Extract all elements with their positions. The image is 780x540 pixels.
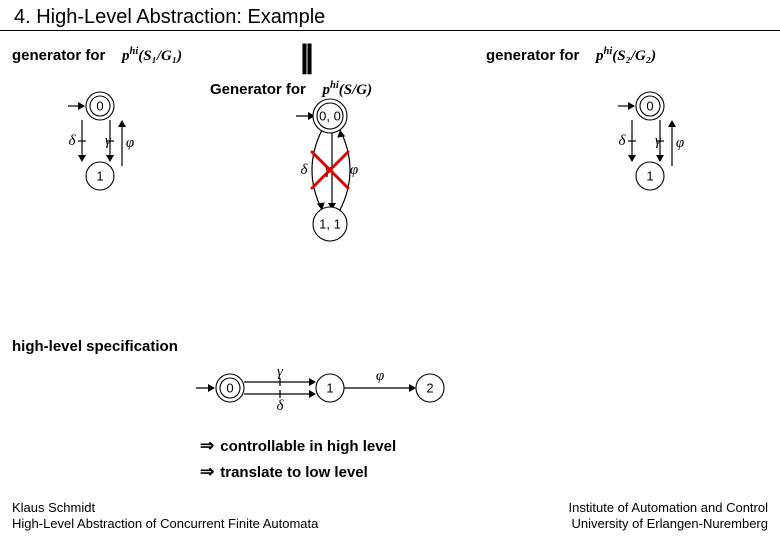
math-phi-right: phi(S₂/G₂)	[596, 48, 656, 64]
svg-text:2: 2	[426, 381, 433, 396]
svg-text:δ: δ	[619, 133, 627, 149]
svg-text:1: 1	[646, 169, 653, 184]
svg-text:δ: δ	[69, 133, 77, 149]
svg-text:0: 0	[646, 99, 653, 114]
svg-text:φ: φ	[376, 368, 384, 384]
automaton-left: δγφ01	[50, 86, 160, 206]
svg-text:δ: δ	[301, 162, 309, 178]
generator-right-label: generator for phi(S₂/G₂)	[486, 46, 656, 65]
automaton-right: δγφ01	[600, 86, 710, 206]
svg-text:φ: φ	[350, 162, 358, 178]
automaton-spec: γ δ φ 0 1 2	[210, 358, 470, 418]
footer-left: Klaus Schmidt High-Level Abstraction of …	[12, 500, 318, 533]
svg-text:0, 0: 0, 0	[319, 109, 341, 124]
implies-arrow-icon: ⇒	[200, 436, 214, 455]
title-divider	[0, 30, 780, 31]
svg-text:1: 1	[326, 381, 333, 396]
svg-text:1: 1	[96, 169, 103, 184]
page-title: 4. High-Level Abstraction: Example	[14, 6, 325, 29]
svg-text:φ: φ	[126, 135, 134, 151]
svg-text:δ: δ	[277, 398, 285, 414]
svg-text:0: 0	[226, 381, 233, 396]
implies-arrow-icon: ⇒	[200, 462, 214, 481]
svg-text:0: 0	[96, 99, 103, 114]
parallel-symbol: ||	[300, 38, 310, 75]
automaton-center: δγφ0, 01, 1	[280, 96, 400, 266]
generator-left-label: generator for phi(S₁/G₁)	[12, 46, 182, 65]
math-phi-left: phi(S₁/G₁)	[122, 48, 182, 64]
svg-text:γ: γ	[277, 364, 284, 380]
implication-1: ⇒controllable in high level	[200, 436, 396, 456]
implication-2: ⇒translate to low level	[200, 462, 368, 482]
svg-text:φ: φ	[676, 135, 684, 151]
high-level-spec-label: high-level specification	[12, 338, 178, 355]
svg-text:1, 1: 1, 1	[319, 217, 341, 232]
footer-right: Institute of Automation and Control Univ…	[569, 500, 768, 533]
